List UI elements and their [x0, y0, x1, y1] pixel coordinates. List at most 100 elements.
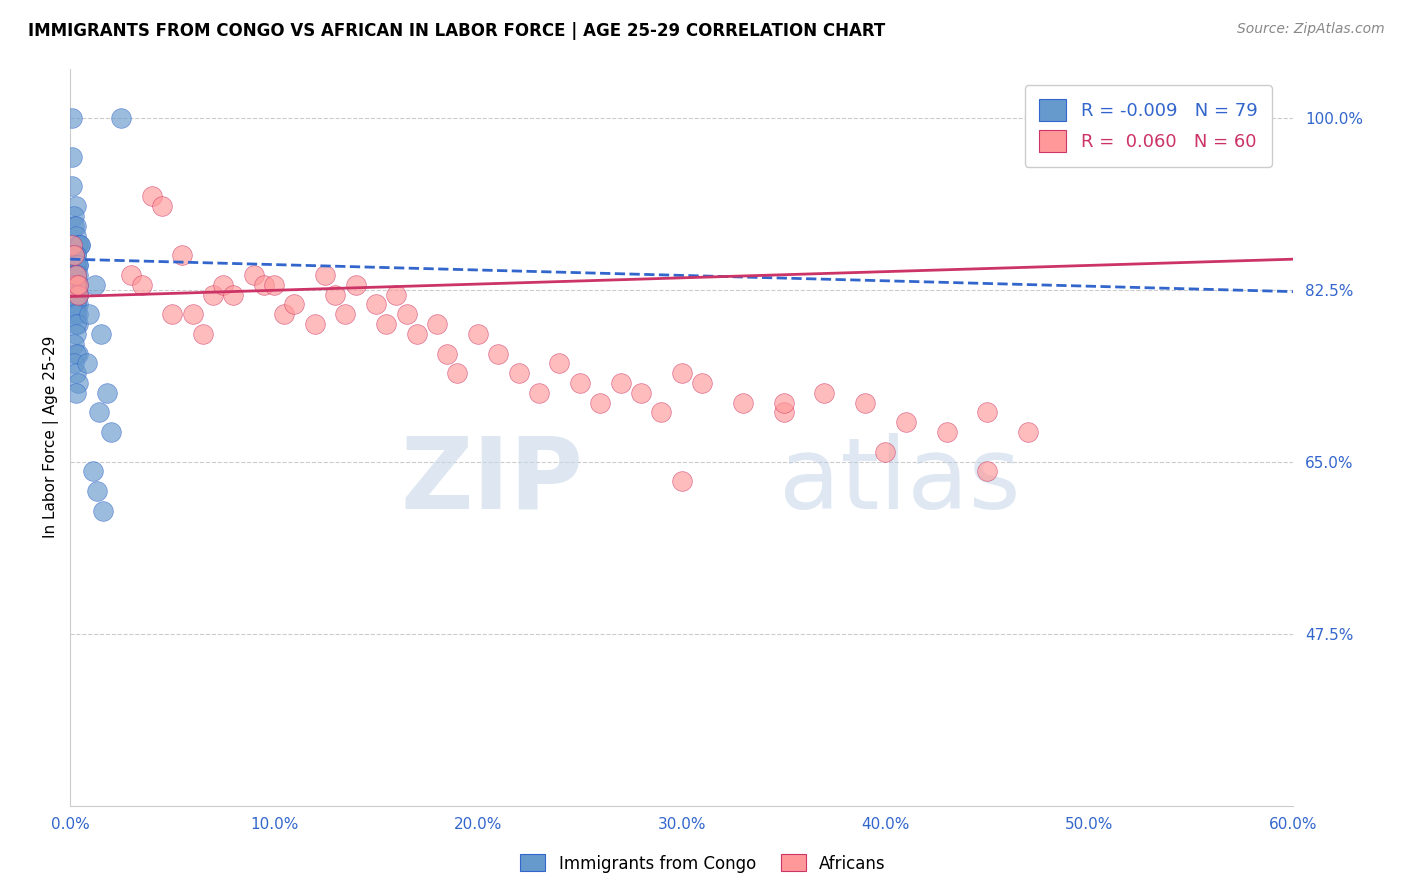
Point	[486, 346, 509, 360]
Point	[90, 326, 112, 341]
Point	[67, 258, 90, 272]
Point	[508, 366, 530, 380]
Text: Source: ZipAtlas.com: Source: ZipAtlas.com	[1237, 22, 1385, 37]
Point	[67, 287, 90, 301]
Point	[304, 317, 326, 331]
Point	[65, 277, 87, 292]
Point	[181, 307, 204, 321]
Point	[63, 287, 86, 301]
Point	[65, 346, 87, 360]
Point	[63, 209, 86, 223]
Point	[323, 287, 346, 301]
Point	[67, 277, 90, 292]
Point	[86, 484, 108, 499]
Point	[82, 465, 104, 479]
Point	[69, 238, 91, 252]
Point	[67, 287, 90, 301]
Point	[67, 238, 90, 252]
Point	[690, 376, 713, 390]
Point	[273, 307, 295, 321]
Point	[426, 317, 449, 331]
Point	[875, 445, 897, 459]
Point	[65, 307, 87, 321]
Point	[375, 317, 398, 331]
Point	[60, 179, 83, 194]
Point	[96, 385, 118, 400]
Point	[242, 268, 264, 282]
Text: ZIP: ZIP	[401, 433, 583, 530]
Point	[63, 277, 86, 292]
Point	[894, 415, 917, 429]
Point	[63, 307, 86, 321]
Point	[100, 425, 122, 439]
Point	[650, 405, 672, 419]
Point	[253, 277, 276, 292]
Point	[589, 395, 612, 409]
Point	[609, 376, 631, 390]
Point	[160, 307, 183, 321]
Point	[201, 287, 224, 301]
Point	[527, 385, 550, 400]
Point	[65, 385, 87, 400]
Point	[65, 277, 87, 292]
Point	[65, 228, 87, 243]
Point	[630, 385, 652, 400]
Point	[67, 287, 90, 301]
Point	[191, 326, 214, 341]
Point	[65, 268, 87, 282]
Point	[446, 366, 468, 380]
Point	[671, 475, 693, 489]
Point	[63, 258, 86, 272]
Point	[65, 277, 87, 292]
Point	[772, 405, 794, 419]
Point	[67, 277, 90, 292]
Legend: Immigrants from Congo, Africans: Immigrants from Congo, Africans	[513, 847, 893, 880]
Point	[77, 307, 100, 321]
Point	[87, 405, 110, 419]
Point	[1241, 111, 1264, 125]
Point	[1017, 425, 1039, 439]
Point	[63, 248, 86, 262]
Point	[344, 277, 367, 292]
Point	[395, 307, 418, 321]
Point	[63, 356, 86, 370]
Point	[67, 297, 90, 311]
Point	[120, 268, 142, 282]
Point	[65, 268, 87, 282]
Point	[65, 219, 87, 233]
Point	[813, 385, 835, 400]
Point	[83, 277, 105, 292]
Point	[63, 277, 86, 292]
Point	[65, 297, 87, 311]
Point	[131, 277, 153, 292]
Point	[467, 326, 489, 341]
Point	[110, 111, 132, 125]
Point	[60, 150, 83, 164]
Point	[69, 238, 91, 252]
Point	[63, 248, 86, 262]
Point	[65, 248, 87, 262]
Point	[976, 405, 998, 419]
Y-axis label: In Labor Force | Age 25-29: In Labor Force | Age 25-29	[44, 336, 59, 538]
Point	[63, 336, 86, 351]
Point	[67, 268, 90, 282]
Point	[65, 277, 87, 292]
Point	[731, 395, 754, 409]
Point	[65, 287, 87, 301]
Point	[65, 287, 87, 301]
Point	[364, 297, 387, 311]
Point	[405, 326, 427, 341]
Point	[65, 199, 87, 213]
Point	[65, 277, 87, 292]
Point	[65, 366, 87, 380]
Point	[63, 268, 86, 282]
Point	[935, 425, 957, 439]
Text: IMMIGRANTS FROM CONGO VS AFRICAN IN LABOR FORCE | AGE 25-29 CORRELATION CHART: IMMIGRANTS FROM CONGO VS AFRICAN IN LABO…	[28, 22, 886, 40]
Point	[141, 189, 163, 203]
Point	[63, 277, 86, 292]
Point	[60, 238, 83, 252]
Point	[65, 277, 87, 292]
Point	[63, 268, 86, 282]
Point	[853, 395, 876, 409]
Point	[548, 356, 571, 370]
